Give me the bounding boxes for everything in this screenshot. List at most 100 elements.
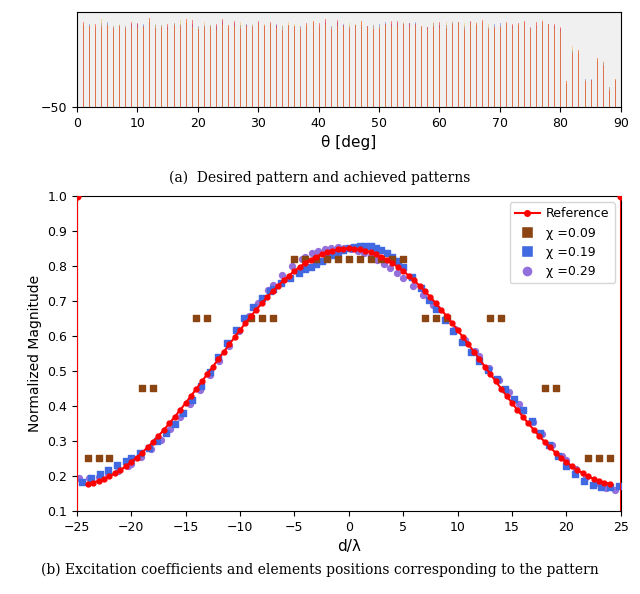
χ =0.29 <box>156 435 166 444</box>
χ =0.19 <box>381 248 392 258</box>
χ =0.19 <box>294 268 304 277</box>
χ =0.29 <box>234 326 244 336</box>
χ =0.29 <box>494 375 504 385</box>
χ =0.19 <box>77 478 88 487</box>
χ =0.29 <box>123 461 133 470</box>
χ =0.29 <box>244 312 254 321</box>
χ =0.19 <box>398 262 408 271</box>
χ =0.29 <box>591 479 601 488</box>
χ =0.09 <box>191 314 202 323</box>
χ =0.09 <box>322 254 332 264</box>
χ =0.19 <box>257 293 267 303</box>
χ =0.29 <box>504 387 514 397</box>
χ =0.09 <box>148 384 158 393</box>
χ =0.29 <box>300 252 310 261</box>
χ =0.19 <box>355 241 365 251</box>
χ =0.29 <box>93 472 104 482</box>
χ =0.09 <box>376 254 387 264</box>
χ =0.19 <box>535 428 545 438</box>
χ =0.09 <box>387 254 397 264</box>
χ =0.29 <box>451 324 461 333</box>
χ =0.19 <box>527 416 537 426</box>
χ =0.09 <box>442 314 452 323</box>
χ =0.19 <box>360 241 370 251</box>
χ =0.19 <box>143 443 154 453</box>
χ =0.19 <box>328 251 338 260</box>
χ =0.09 <box>137 384 147 393</box>
χ =0.29 <box>571 465 581 474</box>
χ =0.19 <box>570 470 580 479</box>
χ =0.29 <box>484 363 494 372</box>
χ =0.29 <box>346 244 356 254</box>
χ =0.29 <box>297 254 307 263</box>
χ =0.19 <box>306 262 316 271</box>
χ =0.29 <box>440 314 451 323</box>
χ =0.09 <box>485 314 495 323</box>
χ =0.19 <box>588 481 598 490</box>
χ =0.19 <box>126 453 136 463</box>
χ =0.19 <box>86 473 96 483</box>
Y-axis label: Normalized Magnitude: Normalized Magnitude <box>28 275 42 432</box>
χ =0.09 <box>365 254 376 264</box>
X-axis label: θ [deg]: θ [deg] <box>321 135 376 150</box>
χ =0.19 <box>300 265 310 274</box>
χ =0.09 <box>594 454 604 463</box>
Text: (b) Excitation coefficients and elements positions corresponding to the pattern: (b) Excitation coefficients and elements… <box>41 563 599 577</box>
χ =0.19 <box>248 302 258 312</box>
χ =0.09 <box>93 454 104 463</box>
χ =0.29 <box>561 456 572 465</box>
χ =0.19 <box>179 408 189 418</box>
χ =0.29 <box>353 246 363 255</box>
χ =0.19 <box>333 248 343 258</box>
χ =0.19 <box>465 347 476 356</box>
χ =0.19 <box>95 469 105 479</box>
χ =0.29 <box>557 451 567 460</box>
χ =0.29 <box>126 459 136 469</box>
χ =0.19 <box>457 337 467 347</box>
χ =0.29 <box>547 440 557 450</box>
χ =0.29 <box>431 304 441 313</box>
χ =0.19 <box>276 278 287 287</box>
χ =0.19 <box>605 483 615 492</box>
χ =0.19 <box>500 384 511 394</box>
χ =0.19 <box>311 259 321 268</box>
χ =0.09 <box>257 314 267 323</box>
χ =0.29 <box>224 341 234 350</box>
χ =0.29 <box>74 473 84 483</box>
χ =0.19 <box>492 375 502 384</box>
χ =0.09 <box>246 314 256 323</box>
χ =0.09 <box>202 314 212 323</box>
χ =0.19 <box>415 283 426 293</box>
χ =0.19 <box>365 242 376 251</box>
χ =0.29 <box>470 346 480 356</box>
χ =0.19 <box>230 325 241 334</box>
χ =0.29 <box>581 472 591 482</box>
χ =0.09 <box>311 254 321 264</box>
χ =0.09 <box>496 314 506 323</box>
χ =0.09 <box>300 254 310 264</box>
χ =0.19 <box>579 476 589 486</box>
χ =0.29 <box>460 335 470 345</box>
χ =0.29 <box>365 251 376 261</box>
χ =0.29 <box>277 270 287 280</box>
χ =0.29 <box>385 263 396 273</box>
χ =0.19 <box>222 338 232 347</box>
χ =0.29 <box>204 371 214 380</box>
χ =0.19 <box>614 481 624 491</box>
χ =0.19 <box>339 246 349 255</box>
χ =0.19 <box>344 244 354 253</box>
χ =0.09 <box>540 384 550 393</box>
χ =0.29 <box>165 424 175 434</box>
χ =0.19 <box>266 286 276 295</box>
χ =0.19 <box>407 272 417 282</box>
χ =0.19 <box>317 256 327 266</box>
χ =0.29 <box>253 298 264 308</box>
χ =0.29 <box>103 470 113 479</box>
χ =0.29 <box>113 466 124 476</box>
χ =0.09 <box>333 254 343 264</box>
χ =0.29 <box>287 261 298 271</box>
χ =0.29 <box>372 255 382 264</box>
χ =0.19 <box>518 405 528 415</box>
χ =0.09 <box>431 314 441 323</box>
χ =0.29 <box>307 248 317 258</box>
